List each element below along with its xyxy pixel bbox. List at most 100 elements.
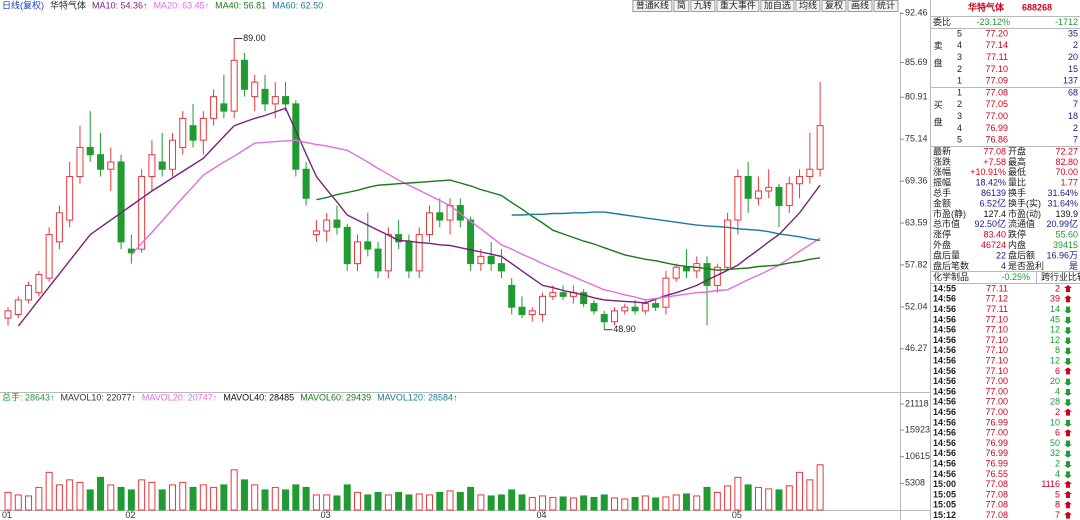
quote-code: 688268 [1022, 2, 1052, 12]
stat-value: 是 [1069, 261, 1078, 271]
compare-tab[interactable]: 跨行业比较 [1041, 271, 1080, 282]
candle-body [600, 313, 608, 323]
volume-bar [641, 495, 649, 511]
y-tick-label: 63.59 [905, 217, 928, 227]
volume-bar [662, 496, 670, 511]
volume-bar [477, 494, 485, 511]
tick-time: 14:55 [933, 283, 956, 293]
stat-value: 55.60 [1055, 230, 1078, 240]
toolbar-button[interactable] [821, 0, 847, 12]
stat-value: 70.00 [1055, 167, 1078, 177]
tick-price: 77.10 [985, 325, 1008, 335]
toolbar-label: 复权 [825, 0, 843, 10]
book-level: 2 [957, 64, 962, 74]
volume-bar [703, 486, 711, 511]
volume-bar [97, 476, 105, 511]
book-price: 77.09 [985, 76, 1008, 86]
toolbar-label: 统计 [877, 0, 895, 10]
volume-bar [497, 494, 505, 511]
volume-bar [148, 481, 156, 511]
stat-label: 换手(实) [1008, 197, 1041, 208]
tick-arrow [1064, 378, 1072, 386]
ma-line [17, 107, 821, 327]
toolbar-label: 重大事件 [720, 0, 756, 10]
tick-arrow [1064, 347, 1072, 355]
book-volume: 7 [1073, 135, 1078, 145]
y-tick-label: 80.91 [905, 92, 928, 102]
y-tick-label: 92.46 [905, 8, 928, 18]
candle-body [148, 154, 156, 177]
candle-body [703, 263, 711, 286]
volume-bar [199, 484, 207, 511]
tick-time: 14:56 [933, 355, 956, 365]
volume-bar [25, 495, 33, 511]
volume-legend: MAVOL20: 20747↑ [142, 392, 217, 402]
tick-volume: 20 [1050, 376, 1060, 386]
volume-bar [220, 484, 228, 511]
y-tick-label: 75.14 [905, 134, 928, 144]
toolbar-button[interactable] [847, 0, 873, 12]
volume-legend: MAVOL60: 29439 [300, 392, 371, 402]
tick-time: 14:56 [933, 448, 956, 458]
toolbar-button[interactable] [632, 0, 673, 12]
stat-label: 盘后量 [933, 249, 960, 260]
toolbar-button[interactable] [760, 0, 795, 12]
tick-price: 77.08 [985, 479, 1008, 489]
toolbar-button[interactable] [795, 0, 821, 12]
candle-body [765, 186, 773, 192]
toolbar-button[interactable] [716, 0, 760, 12]
toolbar-button[interactable] [673, 0, 690, 12]
volume-bar [456, 491, 464, 511]
book-price: 76.86 [985, 135, 1008, 145]
tick-volume: 4 [1055, 386, 1060, 396]
toolbar-label: 画线 [851, 0, 869, 10]
tick-volume: 50 [1050, 438, 1060, 448]
tick-arrow [1064, 461, 1072, 469]
volume-bar [652, 497, 660, 511]
stat-label: 市盈(动) [1008, 208, 1041, 219]
tick-time: 14:56 [933, 345, 956, 355]
volume-bar [672, 494, 680, 511]
volume-bar [76, 481, 84, 511]
candle-body [405, 241, 413, 272]
tick-arrow [1064, 327, 1072, 335]
volume-bar [343, 484, 351, 511]
volume-bar [446, 490, 454, 511]
tick-volume: 7 [1055, 510, 1060, 520]
toolbar-label: 均线 [799, 0, 817, 10]
stat-value: 22 [996, 250, 1006, 260]
tick-price: 77.08 [985, 489, 1008, 499]
book-volume: 2 [1073, 123, 1078, 133]
volume-bar [806, 479, 814, 511]
toolbar-button[interactable] [690, 0, 716, 12]
book-volume: 7 [1073, 99, 1078, 109]
tick-time: 14:56 [933, 407, 956, 417]
volume-bar [754, 486, 762, 511]
y-tick-label: 46.27 [905, 343, 928, 353]
candle-body [611, 310, 619, 323]
candle-body [364, 241, 372, 250]
candle-body [662, 277, 670, 308]
tick-time: 14:56 [933, 366, 956, 376]
candle-body [343, 226, 351, 265]
tick-price: 77.10 [985, 314, 1008, 324]
stat-value: 6.52亿 [979, 197, 1006, 208]
stat-value: 82.80 [1055, 157, 1078, 167]
book-level: 3 [957, 111, 962, 121]
toolbar-button[interactable] [873, 0, 899, 12]
volume-bar [569, 497, 577, 511]
volume-bar [66, 479, 74, 511]
volume-bar [600, 494, 608, 511]
stat-label: 金额 [933, 197, 951, 208]
tick-time: 14:56 [933, 458, 956, 468]
volume-bar [436, 491, 444, 511]
candle-body [775, 186, 783, 207]
tick-price: 77.00 [985, 386, 1008, 396]
volume-bar [189, 486, 197, 511]
volume-bar [86, 489, 94, 511]
x-tick-label: 04 [537, 510, 547, 520]
tick-arrow [1064, 285, 1072, 292]
candle-body [467, 219, 475, 265]
volume-bar [282, 489, 290, 511]
tick-price: 77.08 [985, 500, 1008, 510]
